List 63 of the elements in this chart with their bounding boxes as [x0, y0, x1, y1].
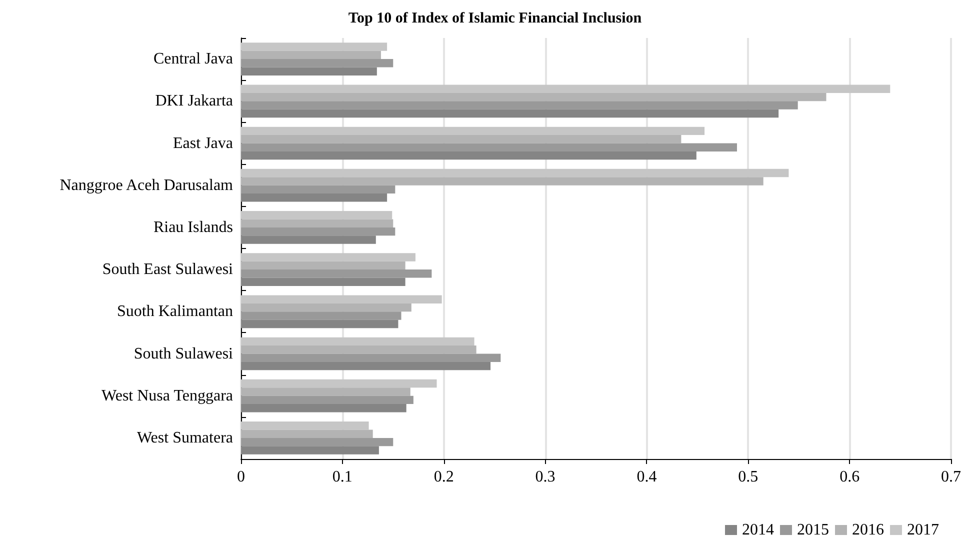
bar: [241, 396, 414, 404]
bar: [241, 404, 406, 412]
bar: [241, 50, 381, 60]
legend-label: 2015: [797, 522, 829, 538]
bar: [241, 354, 501, 362]
bar: [241, 92, 826, 102]
bar: [241, 168, 789, 178]
y-tick-label: Nanggroe Aceh Darusalam: [60, 176, 234, 194]
x-tick-label: 0.5: [738, 468, 758, 486]
x-tick-label: 0.1: [332, 468, 352, 486]
bar: [241, 236, 376, 244]
y-tick-label: West Nusa Tenggara: [102, 387, 233, 404]
x-tick-label: 0.4: [636, 468, 657, 486]
y-tick-label: Riau Islands: [153, 218, 233, 236]
bar: [241, 84, 890, 93]
bar: [241, 194, 388, 202]
bar: [241, 278, 406, 286]
bar: [241, 303, 412, 312]
bar: [241, 446, 379, 454]
bar: [241, 143, 737, 152]
x-tick-label: 0.2: [434, 468, 454, 486]
bar: [241, 42, 388, 51]
bar: [241, 151, 696, 160]
x-tick-label: 0.6: [840, 468, 860, 486]
bar: [241, 211, 392, 220]
x-tick-label: 0.3: [535, 468, 556, 486]
bar: [241, 227, 396, 236]
bar: [241, 320, 398, 328]
bar: [241, 67, 377, 76]
bar: [241, 135, 682, 144]
x-tick-label: 0: [237, 468, 245, 486]
bar: [241, 388, 410, 396]
bar: [241, 422, 369, 430]
bar: [241, 261, 406, 270]
bar: [241, 126, 705, 136]
bar: [241, 177, 764, 186]
bar: [241, 346, 476, 354]
chart-title: Top 10 of Index of Islamic Financial Inclusion: [348, 10, 642, 26]
bar: [241, 219, 394, 228]
bar: [241, 362, 491, 370]
y-tick-label: East Java: [173, 134, 233, 152]
bar: [241, 312, 402, 320]
bar: [241, 438, 394, 446]
y-tick-label: South Sulawesi: [134, 345, 234, 362]
bar: [241, 109, 779, 118]
bar: [241, 253, 416, 262]
bar: [241, 337, 474, 346]
y-tick-label: DKI Jakarta: [155, 92, 233, 110]
legend-label: 2017: [907, 522, 939, 538]
bar: [241, 59, 394, 68]
bar: [241, 185, 396, 194]
bar: [241, 101, 798, 110]
legend-label: 2014: [742, 522, 774, 538]
bar: [241, 430, 373, 438]
x-tick-label: 0.7: [941, 468, 961, 486]
y-tick-label: Central Java: [153, 50, 233, 68]
bar: [241, 270, 432, 278]
y-tick-label: Suoth Kalimantan: [117, 303, 233, 320]
y-tick-label: South East Sulawesi: [102, 261, 234, 278]
y-tick-label: West Sumatera: [136, 429, 233, 446]
bar: [241, 295, 442, 304]
bar: [241, 379, 437, 388]
legend-label: 2016: [852, 522, 884, 538]
